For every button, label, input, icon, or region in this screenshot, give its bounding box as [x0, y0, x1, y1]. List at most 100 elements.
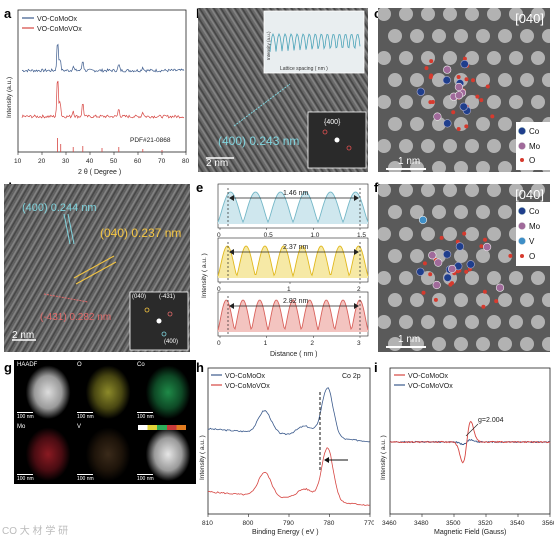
- haadf-spot: [476, 73, 490, 87]
- haadf-spot: [520, 73, 534, 87]
- haadf-spot: [443, 227, 457, 241]
- haadf-spot: [542, 73, 550, 87]
- panel-h-xps-chart: VO-CoMoOx VO-CoMoVOx Co 2p Intensity ( a…: [199, 367, 374, 536]
- panel-c-zone: [040]: [515, 11, 544, 26]
- haadf-spot: [378, 8, 391, 21]
- haadf-spot: [520, 29, 534, 43]
- panel-g-eds-maps: HAADF 100 nm O 100 nm Co 100 nm Mo 100 n…: [14, 360, 204, 530]
- haadf-spot: [509, 271, 523, 285]
- haadf-spot: [378, 315, 391, 329]
- panel-c-haadf-image: [040] 1 nm Co Mo O: [378, 8, 550, 172]
- panel-f-scale: 1 nm: [398, 334, 421, 345]
- eds-map-overlay-scale: 100 nm: [137, 476, 154, 482]
- eds-map-mo-title: Mo: [17, 424, 26, 430]
- haadf-spot: [542, 337, 550, 351]
- atom-o: [475, 94, 480, 99]
- panel-h-trace-red: [207, 447, 370, 506]
- panel-i-trace-red: [389, 420, 551, 464]
- panel-e-measure-2: 2.82 nm: [283, 298, 308, 305]
- haadf-spot: [421, 51, 435, 65]
- panel-a-xlabel: 2 θ ( Degree ): [78, 169, 121, 176]
- haadf-spot: [509, 95, 523, 109]
- panel-label-i: i: [374, 360, 378, 375]
- panel-i-x-tick-3560: 3560: [542, 520, 554, 527]
- panel-i-x-ticks: 3460 3480 3500 3520 3540 3560: [382, 514, 554, 527]
- panel-h-x-ticks: 810 800 790 780 770: [202, 514, 374, 527]
- haadf-spot: [531, 95, 545, 109]
- haadf-spot: [465, 315, 479, 329]
- panel-a-x-tick-40: 40: [86, 158, 94, 165]
- atom-o: [471, 78, 475, 83]
- panel-a-x-tick-60: 60: [134, 158, 142, 165]
- eds-map-v-title: V: [77, 424, 82, 430]
- haadf-spot: [399, 184, 413, 197]
- haadf-spot: [399, 271, 413, 285]
- panel-h-x-tick-790: 790: [283, 520, 294, 527]
- panel-f-legend-mo: Mo: [529, 222, 541, 231]
- panel-e-ylabel: Intensity ( a.u. ): [201, 253, 208, 298]
- eds-map-co-scale: 100 nm: [137, 414, 154, 420]
- panel-a-x-tick-30: 30: [62, 158, 70, 165]
- panel-e-area-1: [218, 246, 368, 278]
- atom-co: [416, 87, 425, 96]
- eds-map-v: V 100 nm: [74, 422, 136, 484]
- atom-co: [442, 76, 451, 85]
- haadf-spot: [476, 117, 490, 131]
- haadf-spot: [498, 29, 512, 43]
- haadf-spot: [432, 337, 446, 351]
- atom-o: [479, 98, 484, 103]
- haadf-spot: [487, 8, 501, 21]
- haadf-spot: [432, 161, 446, 172]
- atom-o: [494, 299, 499, 304]
- haadf-spot: [454, 249, 468, 263]
- haadf-spot: [443, 184, 457, 197]
- haadf-spot: [465, 8, 479, 21]
- haadf-spot: [498, 161, 512, 172]
- eds-map-o-scale: 100 nm: [77, 414, 94, 420]
- panel-e-line-1: [217, 245, 369, 278]
- panel-h-x-tick-770: 770: [364, 520, 374, 527]
- haadf-spot: [421, 315, 435, 329]
- panel-h-x-tick-780: 780: [324, 520, 335, 527]
- panel-e-profiles-chart: 1.46 nm 0 0.5 1.0 1.5 2.37 nm 0 1 2 2.82 nm 0 1 2 3…: [201, 183, 369, 358]
- haadf-spot: [476, 249, 490, 263]
- panel-c-legend-o: O: [529, 156, 535, 165]
- atom-co: [443, 119, 452, 128]
- panel-a-trace-blue: [21, 43, 185, 73]
- watermark: CO 大 材 学 研: [2, 526, 69, 537]
- panel-a-x-tick-50: 50: [110, 158, 118, 165]
- atom-o: [428, 272, 433, 277]
- panel-b-hrtem-image: Lattice spacing ( nm ) Intensity (a.u.) …: [198, 8, 368, 172]
- eds-map-overlay: 100 nm: [134, 422, 196, 484]
- panel-c-legend-mo: Mo: [529, 142, 541, 151]
- panel-label-h: h: [196, 360, 204, 375]
- haadf-spot: [498, 293, 512, 307]
- panel-d-fft-label-431: (-431): [159, 294, 176, 300]
- atom-mo: [433, 112, 442, 121]
- haadf-spot: [399, 95, 413, 109]
- panel-d-label-431: (-431) 0.282 nm: [40, 312, 112, 323]
- atom-o: [455, 269, 460, 274]
- panel-a-ylabel: Intensity (a.u.): [6, 77, 13, 118]
- haadf-spot: [388, 293, 402, 307]
- panel-e-tick-1-0: 0: [217, 286, 221, 293]
- atom-o: [424, 66, 429, 71]
- haadf-spot: [388, 117, 402, 131]
- panel-f-zone: [040]: [515, 187, 544, 202]
- panel-label-f: f: [374, 180, 379, 195]
- haadf-spot: [531, 271, 545, 285]
- eds-map-co-title: Co: [137, 362, 145, 368]
- panel-e-tick-2-1: 1: [264, 340, 268, 347]
- haadf-spot: [399, 227, 413, 241]
- atom-o: [450, 281, 454, 286]
- haadf-spot: [399, 315, 413, 329]
- atom-co: [455, 242, 464, 251]
- haadf-spot: [465, 139, 479, 153]
- panel-e-tick-1-2: 2: [357, 286, 361, 293]
- haadf-spot: [487, 227, 501, 241]
- panel-e-tick-0-3: 1.5: [357, 232, 366, 239]
- panel-f-haadf-image: [040] 1 nm Co Mo V O: [378, 184, 550, 352]
- haadf-spot: [476, 161, 490, 172]
- haadf-spot: [388, 205, 402, 219]
- panel-e-profile-1: 1.46 nm 0 0.5 1.0 1.5: [217, 183, 369, 239]
